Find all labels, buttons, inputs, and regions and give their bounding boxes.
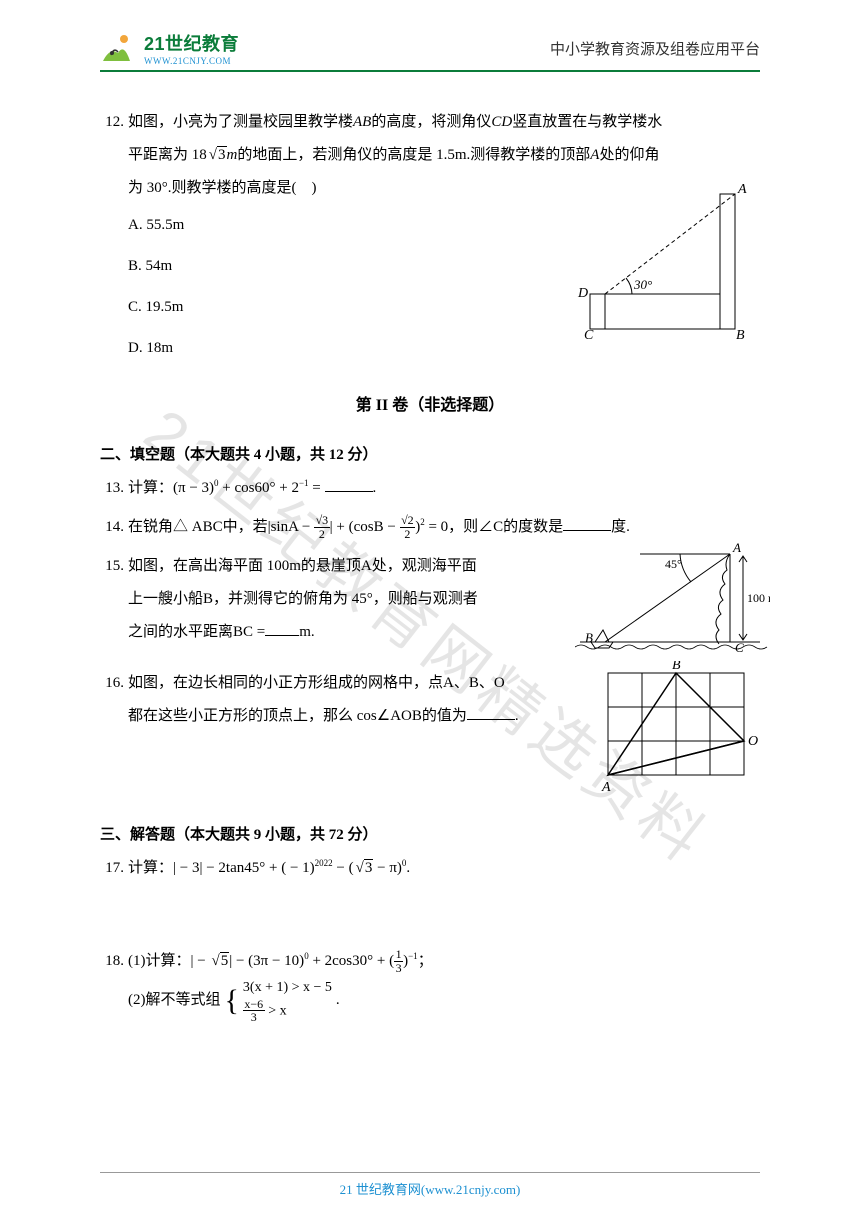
fill-heading: 二、填空题（本大题共 4 小题，共 12 分） [100, 443, 760, 464]
blank [467, 705, 515, 720]
blank [325, 477, 373, 492]
svg-text:45°: 45° [665, 557, 682, 571]
q15-figure: 45° 100 m A B C [575, 542, 770, 662]
page-header: 21世纪教育 WWW.21CNJY.COM 中小学教育资源及组卷应用平台 [100, 30, 760, 72]
page: 21世纪教育 WWW.21CNJY.COM 中小学教育资源及组卷应用平台 12.… [0, 0, 860, 1090]
q12-figure: 30° A B C D [560, 179, 760, 339]
logo: 21世纪教育 WWW.21CNJY.COM [100, 30, 239, 66]
question-13: 13. 计算：(π − 3)0 + cos60° + 2−1 = . [100, 472, 760, 505]
svg-text:C: C [735, 640, 744, 655]
svg-text:A: A [601, 780, 611, 795]
svg-text:C: C [584, 328, 594, 339]
question-12: 12. 如图，小亮为了测量校园里教学楼AB的高度，将测角仪CD竖直放置在与教学楼… [100, 106, 760, 373]
svg-text:100 m: 100 m [747, 591, 770, 605]
svg-text:B: B [736, 328, 745, 339]
svg-text:O: O [748, 734, 758, 749]
svg-text:A: A [737, 182, 747, 197]
svg-text:D: D [577, 286, 588, 301]
question-15: 15. 如图，在高出海平面 100m的悬崖顶A处，观测海平面 上一艘小船B，并测… [100, 550, 760, 649]
platform-text: 中小学教育资源及组卷应用平台 [550, 38, 760, 59]
logo-sub: WWW.21CNJY.COM [144, 56, 239, 66]
question-14: 14. 在锐角△ ABC中，若|sinA − √32| + (cosB − √2… [100, 511, 760, 544]
svg-text:B: B [585, 630, 593, 645]
section-2-title: 第 II 卷（非选择题） [100, 391, 760, 415]
svg-text:B: B [672, 661, 681, 673]
blank [563, 516, 611, 531]
svg-text:30°: 30° [633, 277, 652, 292]
svg-text:A: A [732, 542, 741, 555]
q16-figure: A B O [596, 661, 766, 811]
logo-icon [100, 31, 140, 65]
question-16: 16. 如图，在边长相同的小正方形组成的网格中，点A、B、O 都在这些小正方形的… [100, 667, 760, 733]
solve-heading: 三、解答题（本大题共 9 小题，共 72 分） [100, 823, 760, 844]
logo-main: 21世纪教育 [144, 30, 239, 56]
question-17: 17. 计算：| − 3| − 2tan45° + ( − 1)2022 − (… [100, 852, 760, 885]
question-18: 18. (1)计算：| − 5| − (3π − 10)0 + 2cos30° … [100, 945, 760, 1024]
footer: 21 世纪教育网(www.21cnjy.com) [100, 1172, 760, 1198]
qnum: 12. [100, 106, 128, 373]
